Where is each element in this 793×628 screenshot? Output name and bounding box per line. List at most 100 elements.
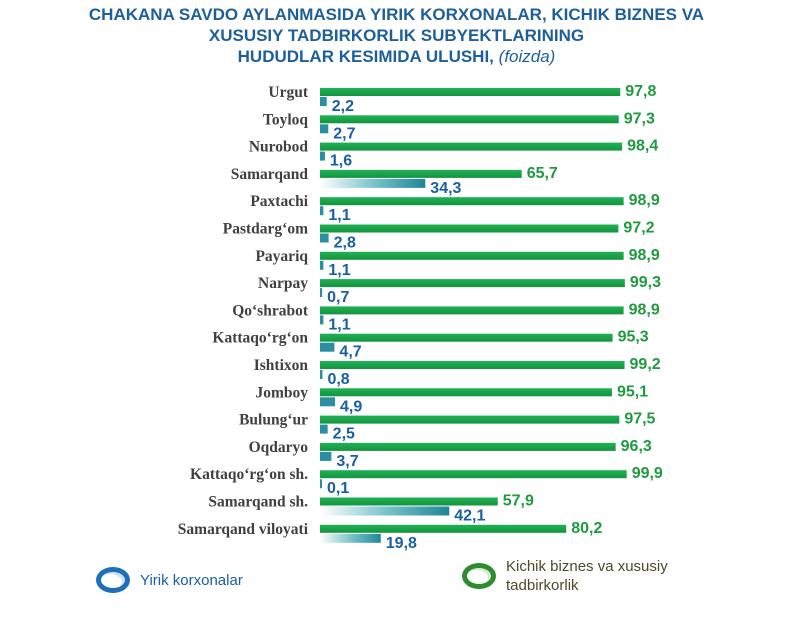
bar-kichik xyxy=(320,333,613,342)
bar-kichik xyxy=(320,361,625,369)
legend-yirik-marker xyxy=(96,567,130,593)
data-label-yirik: 2,8 xyxy=(334,235,356,252)
data-label-yirik: 1,1 xyxy=(328,316,350,333)
bar-kichik xyxy=(320,415,620,424)
legend-kichik-label: Kichik biznes va xususiy tadbirkorlik xyxy=(506,558,668,594)
chart-title: CHAKANA SAVDO AYLANMASIDA YIRIK KORXONAL… xyxy=(0,4,793,67)
data-label-kichik: 80,2 xyxy=(571,520,602,537)
legend-item-yirik: Yirik korxonalar xyxy=(96,567,243,593)
bars xyxy=(320,88,627,543)
data-label-kichik: 98,9 xyxy=(629,247,660,264)
bar-kichik xyxy=(320,279,625,288)
category-label: Paxtachi xyxy=(250,193,308,210)
title-line-1: CHAKANA SAVDO AYLANMASIDA YIRIK KORXONAL… xyxy=(88,5,705,24)
bar-yirik xyxy=(320,151,325,161)
data-label-kichik: 99,3 xyxy=(630,274,661,291)
bar-kichik xyxy=(320,142,623,151)
data-label-kichik: 97,2 xyxy=(623,220,654,237)
data-label-kichik: 99,2 xyxy=(630,356,661,373)
data-label-yirik: 4,9 xyxy=(340,398,362,415)
bar-yirik xyxy=(320,451,332,461)
category-label: Toyloq xyxy=(263,111,308,128)
bar-chart: Urgut Toyloq Nurobod Samarqand Paxtachi Pastd… xyxy=(178,83,663,552)
data-label-yirik: 34,3 xyxy=(430,180,461,197)
data-label-kichik: 97,8 xyxy=(625,83,656,100)
data-label-yirik: 1,1 xyxy=(328,207,350,224)
bar-kichik xyxy=(320,197,624,206)
category-label: Urgut xyxy=(268,84,308,101)
data-label-yirik: 2,5 xyxy=(333,426,355,443)
category-label: Qo‘shrabot xyxy=(232,302,309,319)
data-label-kichik: 65,7 xyxy=(527,165,558,182)
bar-kichik xyxy=(320,470,627,479)
bar-kichik xyxy=(320,524,567,533)
bar-yirik xyxy=(320,533,381,543)
bar-yirik xyxy=(320,178,426,188)
bar-kichik xyxy=(320,306,624,315)
data-label-kichik: 98,9 xyxy=(629,301,660,318)
bar-kichik xyxy=(320,169,522,178)
bar-yirik xyxy=(320,506,450,516)
bar-kichik xyxy=(320,388,612,397)
bar-kichik xyxy=(320,88,621,96)
category-label: Narpay xyxy=(258,275,308,292)
data-label-kichik: 57,9 xyxy=(503,493,534,510)
category-label: Samarqand sh. xyxy=(208,494,308,511)
category-label: Oqdaryo xyxy=(249,439,309,456)
bar-yirik xyxy=(320,479,322,489)
category-label: Payariq xyxy=(255,248,308,265)
bar-kichik xyxy=(320,115,619,124)
title-line-3: HUDUDLAR KESIMIDA ULUSHI, (foizda) xyxy=(0,46,793,67)
legend-yirik-label: Yirik korxonalar xyxy=(140,572,243,589)
data-label-yirik: 1,1 xyxy=(328,262,350,279)
bar-yirik xyxy=(320,315,324,325)
category-label: Ishtixon xyxy=(254,357,309,374)
data-label-yirik: 0,8 xyxy=(327,371,349,388)
category-label: Jomboy xyxy=(255,384,308,401)
category-label: Nurobod xyxy=(249,139,309,156)
bar-yirik xyxy=(320,370,323,379)
data-label-kichik: 97,5 xyxy=(624,411,655,428)
data-labels: 97,8 2,2 97,3 2,7 98,4 1,6 65,7 34,3 98,9 1,1 97,2… xyxy=(327,83,663,552)
data-label-yirik: 1,6 xyxy=(330,153,352,170)
bar-yirik xyxy=(320,260,324,270)
category-label: Kattaqo‘rg‘on xyxy=(212,330,308,347)
category-label: Kattaqo‘rg‘on sh. xyxy=(190,466,308,483)
bar-yirik xyxy=(320,397,336,407)
bar-kichik xyxy=(320,251,624,260)
legend-kichik-marker xyxy=(462,563,496,589)
data-label-kichik: 97,3 xyxy=(624,110,655,127)
data-label-kichik: 95,1 xyxy=(617,383,648,400)
data-label-yirik: 0,1 xyxy=(327,480,349,497)
data-label-yirik: 3,7 xyxy=(336,453,358,470)
data-label-kichik: 96,3 xyxy=(621,438,652,455)
title-line-2: XUSUSIY TADBIRKORLIK SUBYEKTLARINING xyxy=(208,26,585,45)
category-label: Samarqand xyxy=(231,166,309,183)
data-label-yirik: 19,8 xyxy=(386,535,417,552)
bar-kichik xyxy=(320,442,616,451)
category-label: Pastdarg‘om xyxy=(223,221,308,238)
title-unit: (foizda) xyxy=(498,47,556,66)
bar-yirik xyxy=(320,124,329,134)
bar-kichik xyxy=(320,497,498,506)
bar-yirik xyxy=(320,233,329,243)
bar-yirik xyxy=(320,424,328,434)
data-label-yirik: 42,1 xyxy=(454,508,485,525)
bar-yirik xyxy=(320,288,323,298)
data-label-kichik: 95,3 xyxy=(618,329,649,346)
data-label-kichik: 98,9 xyxy=(629,192,660,209)
legend-item-kichik: Kichik biznes va xususiy tadbirkorlik xyxy=(462,557,716,595)
data-label-kichik: 98,4 xyxy=(627,138,658,155)
data-label-kichik: 99,9 xyxy=(632,465,663,482)
category-labels: Urgut Toyloq Nurobod Samarqand Paxtachi Pastd… xyxy=(178,84,309,538)
data-label-yirik: 4,7 xyxy=(339,344,361,361)
category-label: Bulung‘ur xyxy=(239,412,308,429)
category-label: Samarqand viloyati xyxy=(178,521,309,538)
bar-yirik xyxy=(320,206,324,216)
bar-yirik xyxy=(320,342,335,352)
data-label-yirik: 2,2 xyxy=(332,98,354,115)
data-label-yirik: 2,7 xyxy=(333,125,355,142)
data-label-yirik: 0,7 xyxy=(327,289,349,306)
bar-kichik xyxy=(320,224,619,233)
title-line-3-text: HUDUDLAR KESIMIDA ULUSHI, xyxy=(237,47,494,66)
